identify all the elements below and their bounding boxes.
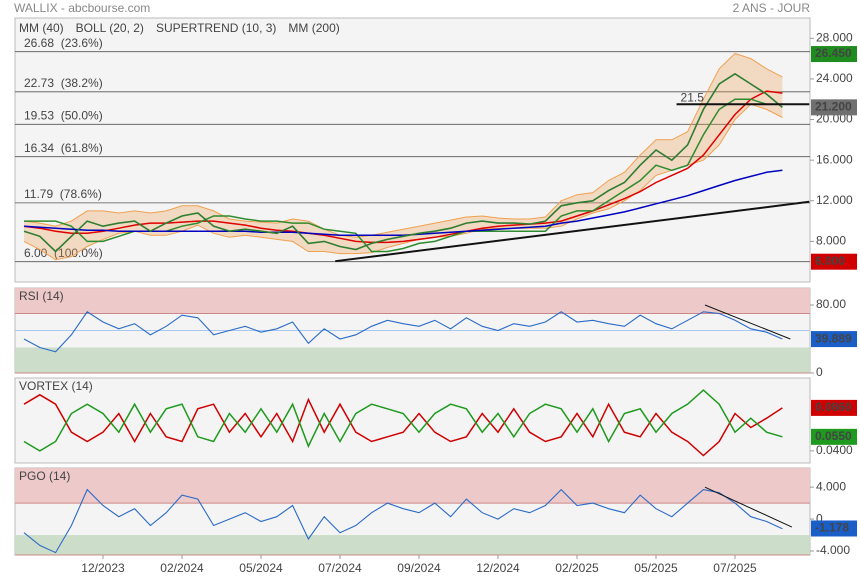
y-tick-label: 16.000: [816, 152, 853, 166]
price-tag: [811, 253, 857, 270]
price-tag: [811, 46, 857, 63]
y-tick-label: 8.000: [816, 234, 846, 248]
boll-band: [24, 53, 783, 260]
x-tick-label: 02/2025: [555, 561, 599, 575]
y-tick-label: 0.0400: [816, 443, 853, 457]
price-tag-label: 21.200: [815, 100, 852, 114]
fib-label: 11.79 (78.6%): [24, 187, 102, 201]
price-tag: [811, 520, 857, 537]
x-tick-label: 02/2024: [160, 561, 204, 575]
price-tag: [811, 99, 857, 116]
y-tick-label: 24.000: [816, 71, 853, 85]
value-line: [23, 488, 783, 554]
y-tick-label: -4.000: [816, 543, 850, 557]
zone: [15, 347, 810, 373]
value-line: [23, 72, 783, 253]
trendline: [704, 486, 793, 528]
header-period: 2 ANS - JOUR: [733, 1, 811, 15]
series-line: [23, 52, 783, 238]
price-tag-label: 39.889: [815, 331, 852, 345]
x-tick-label: 07/2025: [713, 561, 757, 575]
price-tag-label: 6.000: [815, 254, 845, 268]
legend-entry: SUPERTREND (10, 3): [156, 21, 276, 35]
legend-entry: BOLL (20, 2): [76, 21, 144, 35]
header-title: WALLIX - abcbourse.com: [14, 1, 150, 15]
panel-title: VORTEX (14): [19, 379, 93, 393]
y-tick-label: 80.00: [816, 297, 846, 311]
x-tick-label: 09/2024: [397, 561, 441, 575]
legend-entry: MM (40): [19, 21, 64, 35]
x-tick-label: 05/2024: [239, 561, 283, 575]
price-tag-label: 0.0860: [815, 400, 852, 414]
price-tag-label: 26.450: [815, 46, 852, 60]
price-tag-label: 0.0550: [815, 429, 852, 443]
panel-bg: [14, 17, 811, 283]
legend-entry: MM (200): [288, 21, 339, 35]
panel-title: PGO (14): [19, 469, 70, 483]
zone: [15, 535, 810, 555]
trendline-label: 21.5: [681, 90, 705, 104]
fib-label: 22.73 (38.2%): [24, 76, 103, 90]
x-tick-label: 05/2025: [634, 561, 678, 575]
series-line: [23, 90, 783, 244]
zone: [15, 288, 810, 314]
y-tick-label: 4.000: [816, 479, 846, 493]
x-tick-label: 07/2024: [318, 561, 362, 575]
zone: [15, 468, 810, 504]
series-line: [23, 393, 783, 457]
x-tick-label: 12/2023: [81, 561, 125, 575]
value-line: [23, 311, 783, 353]
price-tag: [811, 428, 857, 445]
x-tick-label: 12/2024: [476, 561, 520, 575]
panel-title: RSI (14): [19, 289, 64, 303]
y-tick-label: 0: [816, 365, 823, 379]
trendline: [335, 200, 810, 263]
price-tag: [811, 399, 857, 416]
boll-lower: [23, 103, 783, 261]
fib-label: 19.53 (50.0%): [24, 108, 103, 122]
series-line: [23, 389, 783, 452]
y-tick-label: 28.000: [816, 30, 853, 44]
fib-label: 26.68 (23.6%): [24, 36, 103, 50]
price-tag-label: -1.178: [815, 521, 849, 535]
y-tick-label: 0: [816, 511, 823, 525]
price-tag: [811, 331, 857, 348]
y-tick-label: 12.000: [816, 193, 853, 207]
fib-label: 16.34 (61.8%): [24, 141, 103, 155]
trendline: [704, 304, 791, 340]
